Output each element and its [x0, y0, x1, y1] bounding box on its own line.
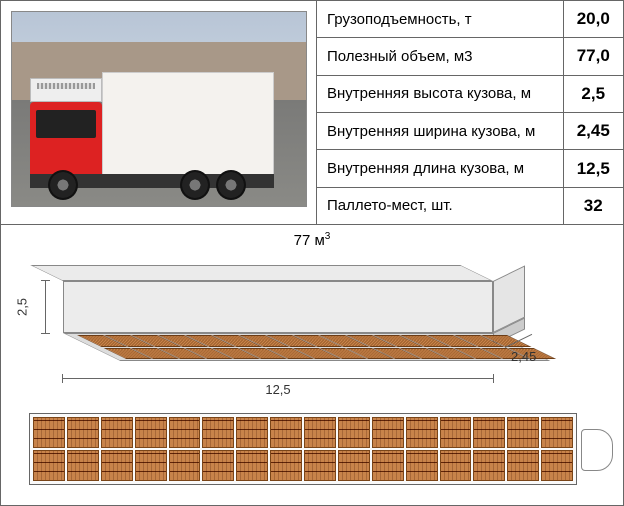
plan-view — [29, 413, 577, 485]
pallet-plan-col — [202, 417, 234, 481]
pallet-plan-col — [270, 417, 302, 481]
spec-label: Паллето-мест, шт. — [317, 187, 563, 224]
volume-sup: 3 — [325, 231, 331, 242]
wheel-front — [48, 170, 78, 200]
spec-tbody: Грузоподъемность, т20,0Полезный объем, м… — [317, 1, 623, 224]
dimension-width: 2,45 — [501, 347, 545, 373]
pallet-plan — [541, 417, 573, 448]
pallet-plan — [236, 450, 268, 481]
truck-image-cell — [1, 1, 317, 224]
spec-row: Полезный объем, м377,0 — [317, 38, 623, 75]
wheel-rear-2 — [216, 170, 246, 200]
spec-value: 2,5 — [563, 75, 623, 112]
box-face-front — [63, 281, 493, 333]
pallet-plan — [33, 450, 65, 481]
pallet-plan-col — [135, 417, 167, 481]
pallets-3d — [77, 335, 556, 359]
spec-row: Паллето-мест, шт.32 — [317, 187, 623, 224]
pallet-plan-col — [440, 417, 472, 481]
pallet-plan — [67, 450, 99, 481]
spec-table: Грузоподъемность, т20,0Полезный объем, м… — [317, 1, 623, 224]
spec-row: Грузоподъемность, т20,0 — [317, 1, 623, 38]
pallet-plan — [101, 417, 133, 448]
pallet-plan — [67, 417, 99, 448]
spec-value: 2,45 — [563, 112, 623, 149]
dim-length-label: 12,5 — [63, 382, 493, 397]
diagram-area: 77 м3 2,5 12,5 2,45 — [1, 225, 623, 505]
pallet-plan — [270, 450, 302, 481]
spec-value: 32 — [563, 187, 623, 224]
pallet-plan — [135, 417, 167, 448]
pallet-plan-col — [338, 417, 370, 481]
pallet-plan — [338, 417, 370, 448]
spec-label: Грузоподъемность, т — [317, 1, 563, 38]
pallet-plan — [270, 417, 302, 448]
cargo-box-3d — [63, 251, 525, 371]
truck-cab — [30, 102, 102, 180]
plan-cab-outline — [581, 429, 613, 471]
pallet-plan — [372, 417, 404, 448]
pallet-plan — [169, 417, 201, 448]
perspective-3d — [63, 251, 525, 371]
spec-label: Внутренняя длина кузова, м — [317, 150, 563, 187]
pallet-plan — [202, 417, 234, 448]
pallet-plan — [372, 450, 404, 481]
top-row: Грузоподъемность, т20,0Полезный объем, м… — [1, 1, 623, 225]
pallet-plan — [236, 417, 268, 448]
pallet-plan — [169, 450, 201, 481]
pallet-plan-col — [33, 417, 65, 481]
pallet-plan — [507, 417, 539, 448]
pallet-plan-col — [101, 417, 133, 481]
pallet-plan-col — [507, 417, 539, 481]
pallet-plan — [507, 450, 539, 481]
spec-value: 12,5 — [563, 150, 623, 187]
volume-label: 77 м3 — [1, 231, 623, 249]
spec-value: 20,0 — [563, 1, 623, 38]
dim-height-label: 2,5 — [15, 298, 30, 316]
pallet-plan-col — [372, 417, 404, 481]
pallet-plan — [304, 450, 336, 481]
dimension-length: 12,5 — [63, 370, 493, 388]
spec-value: 77,0 — [563, 38, 623, 75]
spec-label: Внутренняя высота кузова, м — [317, 75, 563, 112]
infographic-wrapper: Грузоподъемность, т20,0Полезный объем, м… — [0, 0, 624, 506]
pallet-plan — [338, 450, 370, 481]
volume-value: 77 м — [294, 232, 325, 249]
spec-row: Внутренняя высота кузова, м2,5 — [317, 75, 623, 112]
spec-label: Внутренняя ширина кузова, м — [317, 112, 563, 149]
spec-row: Внутренняя длина кузова, м12,5 — [317, 150, 623, 187]
pallet-plan — [473, 450, 505, 481]
dimension-height: 2,5 — [33, 281, 57, 333]
truck-cargo-box — [102, 72, 274, 180]
truck-photo — [11, 11, 307, 207]
pallet-plan — [406, 450, 438, 481]
pallet-plan — [135, 450, 167, 481]
pallet-plan — [440, 450, 472, 481]
pallet-plan-col — [473, 417, 505, 481]
pallet-plan — [406, 417, 438, 448]
spec-row: Внутренняя ширина кузова, м2,45 — [317, 112, 623, 149]
pallet-plan — [473, 417, 505, 448]
spec-table-cell: Грузоподъемность, т20,0Полезный объем, м… — [317, 1, 623, 224]
spec-label: Полезный объем, м3 — [317, 38, 563, 75]
pallet-plan — [304, 417, 336, 448]
pallet-plan-col — [236, 417, 268, 481]
wheel-rear-1 — [180, 170, 210, 200]
pallet-plan-col — [304, 417, 336, 481]
pallet-plan — [101, 450, 133, 481]
refrigeration-unit — [30, 78, 102, 102]
pallet-plan — [541, 450, 573, 481]
pallet-plan — [33, 417, 65, 448]
dim-width-label: 2,45 — [511, 349, 536, 364]
pallet-plan — [202, 450, 234, 481]
pallet-plan-col — [169, 417, 201, 481]
box-face-top — [30, 265, 493, 281]
pallet-plan-col — [67, 417, 99, 481]
pallet-plan — [440, 417, 472, 448]
pallet-plan-col — [541, 417, 573, 481]
pallet-plan-col — [406, 417, 438, 481]
